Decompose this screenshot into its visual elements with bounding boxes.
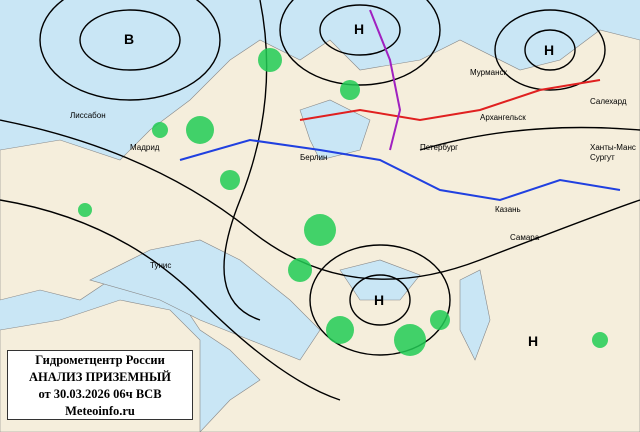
- isobars: [0, 0, 640, 401]
- high-center: В: [124, 31, 134, 47]
- low-center: Н: [354, 21, 364, 37]
- organization-name: Гидрометцентр России: [35, 353, 165, 367]
- sea-caspian: [459, 269, 491, 361]
- cold-front: [179, 138, 621, 202]
- low-center: Н: [528, 333, 538, 349]
- city-label: Мурманск: [470, 68, 507, 77]
- occluded-front: [369, 9, 402, 151]
- precipitation-areas: [78, 48, 608, 356]
- city-label: Ханты-Манс: [590, 143, 636, 152]
- city-label: Мадрид: [130, 143, 160, 152]
- low-center: Н: [544, 42, 554, 58]
- sea-baltic: [299, 99, 371, 161]
- low-center: Н: [374, 292, 384, 308]
- city-label: Салехард: [590, 97, 627, 106]
- map-date: от 30.03.2026 06ч ВСВ: [38, 387, 162, 401]
- city-labels: Мурманск Архангельск Петербург Берлин Ка…: [70, 68, 636, 270]
- city-label: Тунис: [150, 261, 171, 270]
- city-label: Архангельск: [480, 113, 526, 122]
- title-box: Гидрометцентр России АНАЛИЗ ПРИЗЕМНЫЙ от…: [7, 350, 193, 420]
- city-label: Сургут: [590, 153, 615, 162]
- warm-front: [299, 79, 601, 122]
- sea-black: [339, 259, 421, 301]
- city-label: Лиссабон: [70, 111, 106, 120]
- city-label: Берлин: [300, 153, 327, 162]
- city-label: Казань: [495, 205, 521, 214]
- city-label: Самара: [510, 233, 540, 242]
- city-label: Петербург: [420, 143, 458, 152]
- map-title: АНАЛИЗ ПРИЗЕМНЫЙ: [28, 370, 172, 384]
- pressure-center-labels: В Н Н Н Н: [124, 21, 554, 349]
- website: Meteoinfo.ru: [65, 404, 135, 418]
- sea-mediterranean: [89, 239, 321, 361]
